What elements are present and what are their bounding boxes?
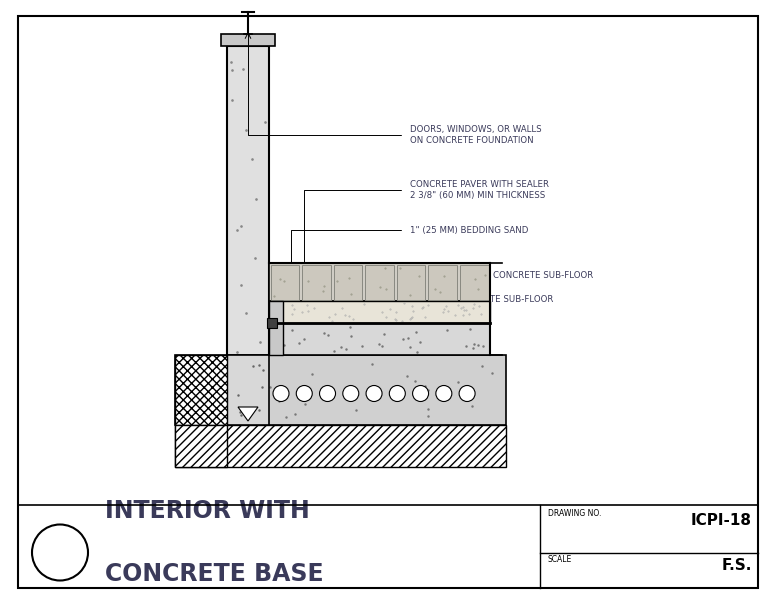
Text: CONCRETE PAVER WITH SEALER
2 3/8" (60 MM) MIN THICKNESS: CONCRETE PAVER WITH SEALER 2 3/8" (60 MM… [410, 180, 549, 200]
Circle shape [413, 385, 428, 401]
Circle shape [436, 385, 452, 401]
Circle shape [296, 385, 312, 401]
Text: CONCRETE BASE: CONCRETE BASE [105, 562, 324, 586]
Bar [269, 323, 490, 355]
Polygon shape [238, 407, 258, 421]
Text: DOORS, WINDOWS, OR WALLS
ON CONCRETE FOUNDATION: DOORS, WINDOWS, OR WALLS ON CONCRETE FOU… [410, 125, 542, 145]
Bar [269, 301, 283, 355]
Circle shape [320, 385, 335, 401]
Circle shape [366, 385, 382, 401]
Bar [221, 34, 275, 46]
Bar [175, 355, 506, 425]
Bar [397, 265, 425, 299]
Bar [175, 425, 506, 467]
Text: GEOTEXTILE OVER CONCRETE SUB-FLOOR: GEOTEXTILE OVER CONCRETE SUB-FLOOR [410, 271, 593, 280]
Bar [271, 265, 299, 299]
Circle shape [343, 385, 359, 401]
Bar [227, 46, 269, 425]
Text: SCALE: SCALE [548, 554, 572, 563]
Bar [460, 265, 489, 299]
Bar [428, 265, 457, 299]
Text: EXISTING CONCRETE SUB-FLOOR: EXISTING CONCRETE SUB-FLOOR [410, 295, 553, 304]
Bar [269, 301, 490, 323]
Circle shape [390, 385, 405, 401]
Text: F.S.: F.S. [722, 559, 752, 574]
Bar [334, 265, 362, 299]
Bar [267, 318, 277, 328]
Bar [175, 425, 227, 467]
Bar [269, 263, 490, 301]
Bar [175, 355, 227, 425]
Text: 1" (25 MM) BEDDING SAND: 1" (25 MM) BEDDING SAND [410, 226, 528, 235]
Text: INTERIOR WITH: INTERIOR WITH [105, 499, 310, 523]
Bar [227, 355, 269, 425]
Bar [365, 265, 393, 299]
Text: DRAWING NO.: DRAWING NO. [548, 509, 601, 518]
Circle shape [273, 385, 289, 401]
Circle shape [459, 385, 475, 401]
Bar [302, 265, 331, 299]
Text: ICPI-18: ICPI-18 [691, 513, 752, 528]
